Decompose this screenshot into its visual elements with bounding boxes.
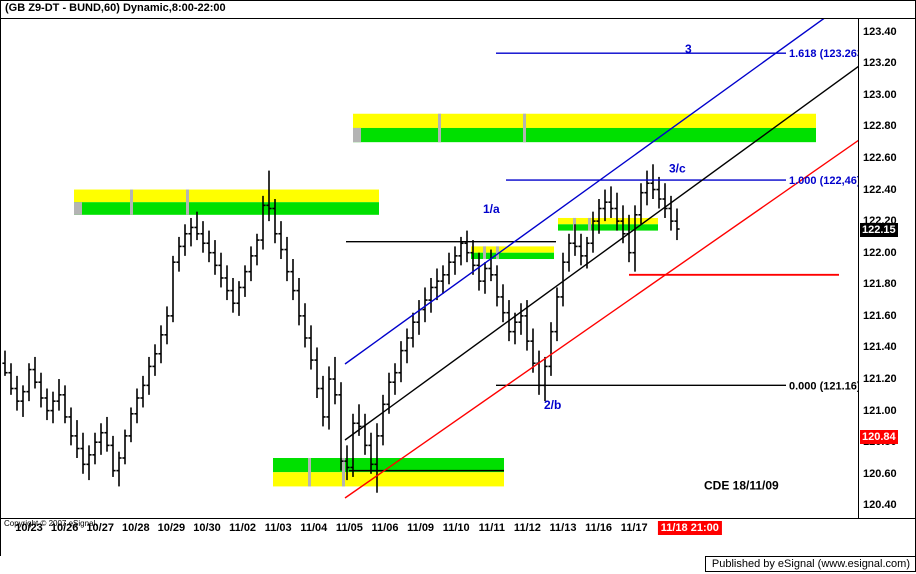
- chart-canvas: 1.618 (123.2634) 1.000 (122,46) 0.000 (121…: [2, 19, 858, 499]
- zone-upper-resistance: [353, 113, 816, 143]
- date-tick-label: 10/23: [15, 522, 43, 534]
- bid-price-marker: 120.84: [860, 429, 898, 444]
- chart-note-label: CDE 18/11/09: [704, 478, 779, 492]
- date-tick-label: 11/17: [620, 522, 648, 534]
- zone-mid-support: [471, 246, 554, 260]
- price-tick-label: 121.60: [863, 309, 897, 322]
- zone-bottom-support-bottom-band: [273, 472, 504, 487]
- price-tick-label: 121.00: [863, 404, 897, 417]
- price-tick-label: 122.40: [863, 183, 897, 196]
- price-tick-label: 123.20: [863, 57, 897, 70]
- zone-mid-support-divider: [496, 246, 499, 260]
- date-tick-label: 11/06: [371, 522, 399, 534]
- price-tick-label: 120.60: [863, 467, 897, 480]
- zone-left-resistance-divider: [186, 189, 189, 215]
- zone-mid-support-bottom-band: [471, 252, 554, 260]
- date-tick-label: 10/30: [193, 522, 221, 534]
- zone-upper-resistance-edge-divider: [353, 127, 361, 143]
- date-tick-label: 11/02: [229, 522, 257, 534]
- current-time-label: 11/18 21:00: [657, 521, 722, 535]
- price-tick-label: 120.40: [863, 499, 897, 512]
- upper-channel-blue[interactable]: [344, 19, 844, 365]
- last-price-marker: 122.15: [860, 223, 898, 238]
- zone-left-resistance-top-band: [74, 189, 379, 203]
- zone-upper-resistance-top-band: [353, 113, 816, 128]
- price-tick-label: 123.00: [863, 88, 897, 101]
- date-tick-label: 11/13: [549, 522, 577, 534]
- chart-plot-area[interactable]: 1.618 (123.2634) 1.000 (122,46) 0.000 (121…: [1, 19, 859, 518]
- price-tick-label: 122.20: [863, 215, 897, 228]
- page-title: (GB Z9-DT - BUND,60) Dynamic,8:00-22:00: [5, 2, 226, 14]
- wave-1a-label: 1/a: [483, 202, 500, 216]
- footer-bar: Published by eSignal (www.esignal.com): [0, 556, 916, 574]
- zone-mid-support-top-band: [471, 246, 554, 253]
- zone-right-support-divider: [588, 217, 591, 231]
- price-tick-label: 121.80: [863, 278, 897, 291]
- zone-left-resistance-divider: [130, 189, 133, 215]
- zone-upper-resistance-divider: [523, 113, 526, 143]
- price-axis[interactable]: 123.40 123.20 123.00 122.80 122.60 122.40 122.…: [859, 19, 915, 518]
- fib-1000-label: 1.000 (122,46): [789, 175, 858, 187]
- zone-bottom-support: [273, 457, 504, 487]
- wave-2b-label: 2/b: [544, 398, 561, 412]
- date-tick-label: 11/16: [585, 522, 613, 534]
- zone-left-resistance: [74, 189, 379, 215]
- zone-mid-support-divider: [483, 246, 486, 260]
- fib-1618-label: 1.618 (123.2634): [789, 48, 858, 60]
- publisher-label: Published by eSignal (www.esignal.com): [704, 556, 916, 572]
- zone-bottom-support-top-band: [273, 457, 504, 473]
- chart-title-bar: (GB Z9-DT - BUND,60) Dynamic,8:00-22:00: [1, 1, 915, 19]
- zone-right-support-bottom-band: [558, 224, 658, 231]
- zone-right-support-top-band: [558, 217, 658, 225]
- zone-upper-resistance-divider: [438, 113, 441, 143]
- fib-0000-label: 0.000 (121.16): [789, 380, 858, 392]
- date-tick-label: 11/11: [478, 522, 505, 534]
- lower-channel-red[interactable]: [344, 139, 858, 499]
- price-tick-label: 122.80: [863, 120, 897, 133]
- zone-upper-resistance-bottom-band: [353, 127, 816, 143]
- mid-channel-black[interactable]: [344, 65, 858, 441]
- zone-bottom-support-divider: [308, 457, 311, 487]
- ohlc-bars: [2, 164, 680, 493]
- date-tick-label: 10/28: [122, 522, 150, 534]
- date-tick-label: 11/05: [335, 522, 363, 534]
- zone-bottom-support-divider: [342, 457, 345, 487]
- date-tick-label: 10/29: [157, 522, 186, 534]
- price-tick-label: 121.20: [863, 373, 897, 386]
- date-tick-label: 10/27: [86, 522, 114, 534]
- wave-3c-label: 3/c: [669, 162, 686, 176]
- price-tick-label: 122.00: [863, 246, 897, 259]
- zone-left-resistance-edge-divider: [74, 202, 82, 215]
- date-tick-label: 11/04: [300, 522, 328, 534]
- zone-right-support: [558, 217, 658, 231]
- date-tick-label: 11/10: [442, 522, 470, 534]
- price-tick-label: 122.60: [863, 151, 897, 164]
- copyright-notice: Copyright © 2007 eSignal.: [4, 519, 98, 528]
- date-tick-label: 11/12: [513, 522, 541, 534]
- date-axis[interactable]: 10/23 10/26 10/27 10/28 10/29 10/30 11/02 11/03…: [1, 518, 915, 538]
- date-tick-label: 10/26: [50, 522, 79, 534]
- price-tick-label: 123.40: [863, 25, 897, 38]
- date-tick-label: 11/03: [264, 522, 292, 534]
- date-tick-label: 11/09: [407, 522, 435, 534]
- price-tick-label: 121.40: [863, 341, 897, 354]
- zone-left-resistance-bottom-band: [74, 202, 379, 215]
- wave-3-label: 3: [685, 42, 692, 56]
